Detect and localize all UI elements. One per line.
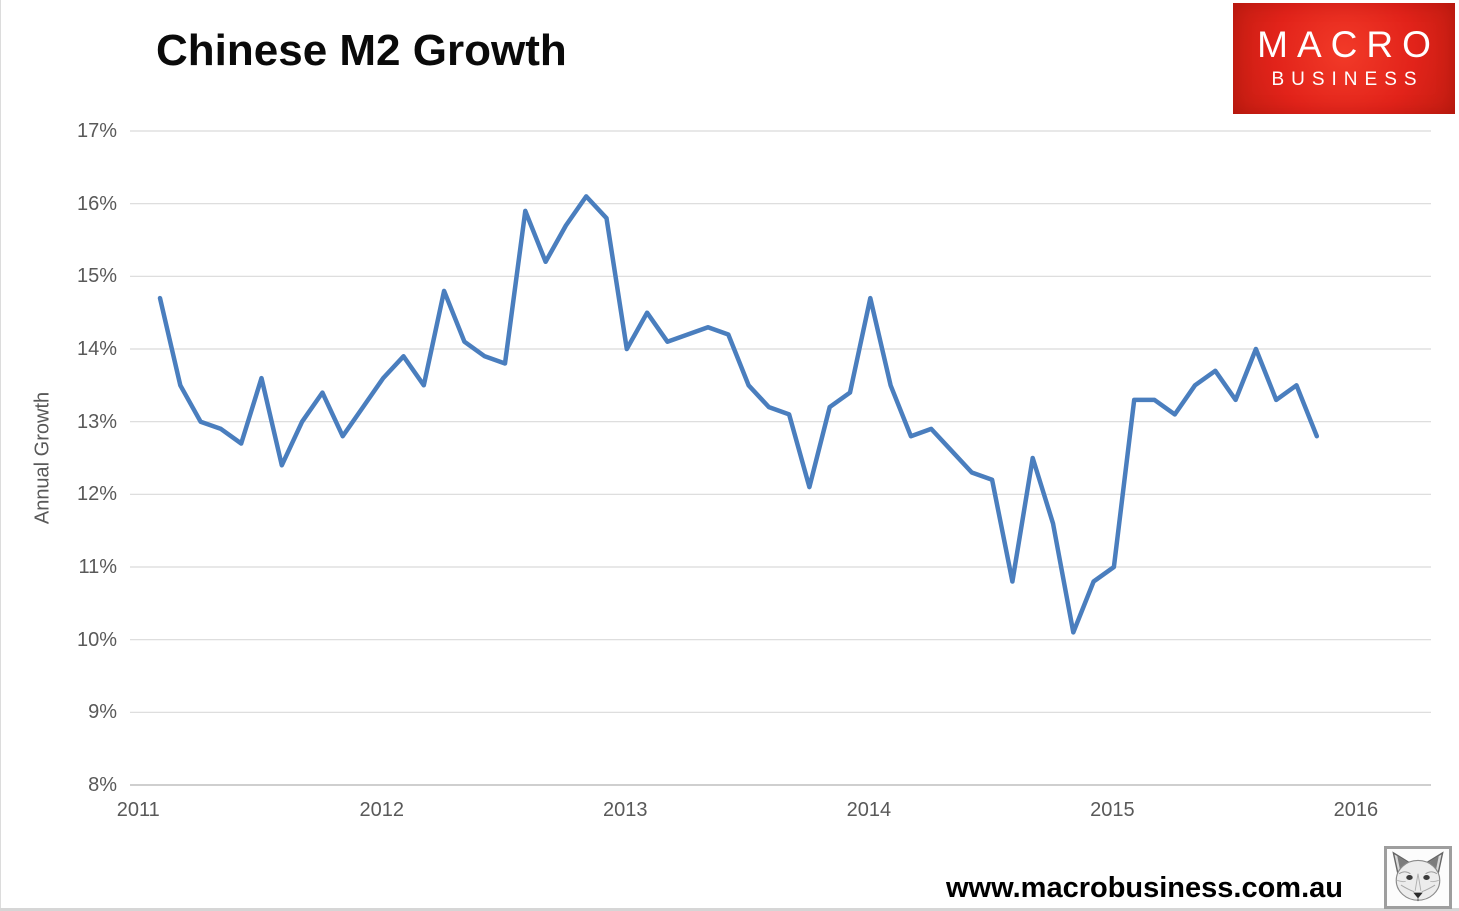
- footer-url: www.macrobusiness.com.au: [946, 872, 1343, 904]
- y-axis-tick-label: 15%: [76, 265, 117, 288]
- y-axis-tick-label: 12%: [76, 483, 117, 506]
- x-axis-tick-label: 2016: [1333, 799, 1379, 821]
- y-axis-tick-label: 16%: [76, 192, 117, 215]
- macrobusiness-logo: MACRO BUSINESS: [1233, 3, 1455, 114]
- y-axis-tick-label: 9%: [88, 701, 117, 724]
- chart-title: Chinese M2 Growth: [156, 26, 567, 75]
- x-axis-tick-label: 2015: [1090, 799, 1135, 821]
- fox-logo-frame: [1384, 846, 1452, 909]
- y-axis-tick-label: 8%: [88, 774, 117, 796]
- fox-icon: [1392, 851, 1444, 902]
- y-axis-tick-label: 13%: [76, 410, 117, 433]
- y-axis-tick-label: 11%: [78, 556, 117, 578]
- page-border-left: [0, 0, 1, 911]
- x-axis-tick-label: 2014: [846, 799, 892, 821]
- x-axis-tick-label: 2012: [359, 799, 405, 821]
- y-axis-tick-label: 17%: [76, 120, 117, 142]
- page-border-bottom: [0, 908, 1459, 911]
- x-axis-tick-label: 2011: [116, 799, 160, 821]
- y-axis-tick-label: 14%: [76, 338, 117, 360]
- x-axis-tick-label: 2013: [603, 799, 648, 821]
- logo-text-business: BUSINESS: [1271, 68, 1424, 90]
- y-axis-tick-label: 10%: [76, 628, 117, 651]
- m2-growth-line: [157, 194, 1320, 635]
- logo-text-macro: MACRO: [1257, 24, 1440, 66]
